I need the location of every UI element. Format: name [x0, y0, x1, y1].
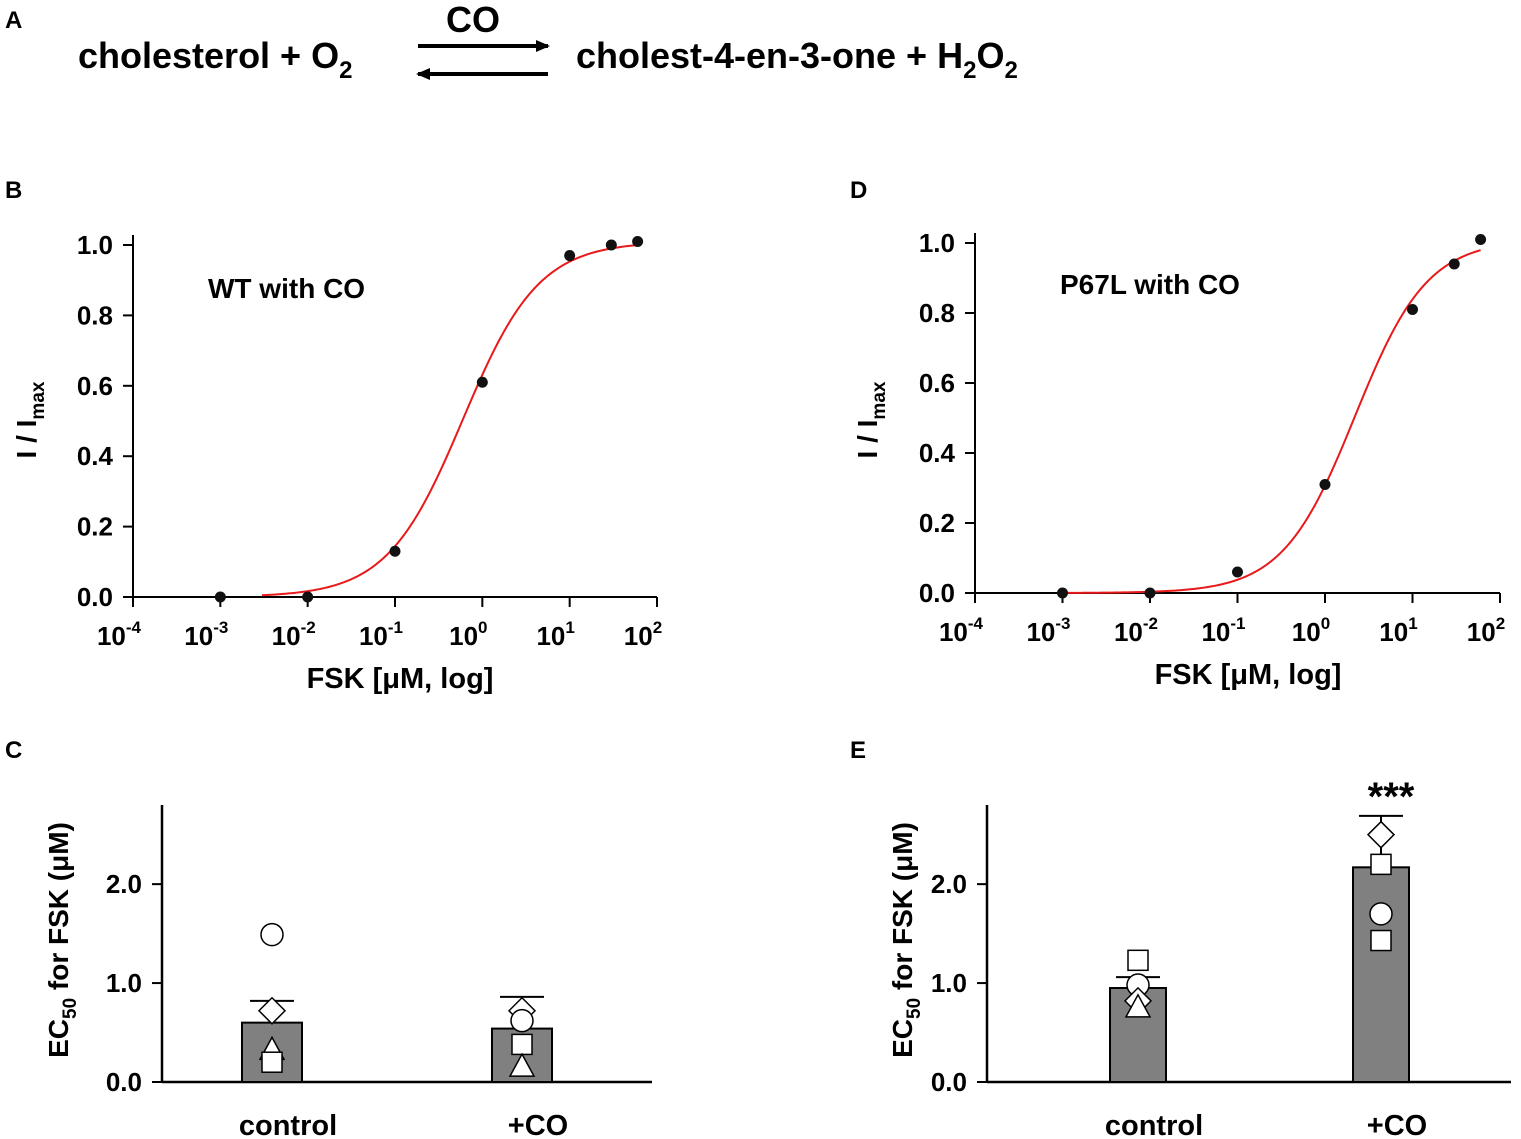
- panel-label-d: D: [850, 177, 867, 204]
- data-point: [1407, 304, 1418, 315]
- circle-marker: [260, 922, 284, 947]
- x-tick-label: 10-1: [1201, 614, 1245, 647]
- square-marker: [261, 1051, 283, 1073]
- chart-annotation: P67L with CO: [1060, 269, 1240, 300]
- y-tick-label: 0.4: [77, 441, 114, 471]
- reaction-equation: cholesterol + O2 CO cholest-4-en-3-one +…: [78, 0, 1018, 84]
- x-axis-label: FSK [μM, log]: [307, 663, 494, 695]
- data-point: [1448, 258, 1460, 270]
- y-tick-label: 2.0: [106, 869, 142, 899]
- square-marker: [1370, 853, 1392, 876]
- y-axis-label: I / Imax: [11, 381, 49, 458]
- x-tick-label: 102: [624, 618, 662, 651]
- ec50-bar-chart-p67l: EC50 for FSK (μM) 0.0 1.0 2.0 control +CO ***: [887, 775, 1511, 1139]
- x-tick-label: 10-2: [272, 618, 316, 651]
- significance-marker: ***: [1368, 775, 1415, 819]
- y-tick-label: 0.8: [77, 300, 113, 330]
- fit-curve: [261, 244, 638, 597]
- chart-annotation: WT with CO: [208, 273, 365, 304]
- data-point: [1144, 587, 1156, 599]
- y-tick-label: 0.0: [919, 578, 955, 608]
- y-tick-label: 1.0: [106, 968, 142, 998]
- y-tick-label: 0.2: [919, 508, 955, 538]
- triangle-marker: [1124, 993, 1152, 1018]
- ec50-bar-chart-wt: EC50 for FSK (μM) 0.0 1.0 2.0 control +CO: [43, 805, 652, 1139]
- circle-marker: [1369, 902, 1393, 926]
- y-tick-label: 0.2: [77, 512, 113, 542]
- square-marker: [511, 1033, 533, 1056]
- x-tick-label: 10-4: [939, 614, 984, 647]
- panel-label-c: C: [5, 737, 22, 764]
- category-label: control: [239, 1110, 337, 1139]
- y-tick-label: 0.0: [77, 582, 113, 612]
- y-axis-label: I / Imax: [852, 381, 890, 458]
- data-point: [214, 591, 226, 603]
- circle-marker: [510, 1008, 534, 1033]
- panel-label-e: E: [850, 737, 866, 764]
- category-label: +CO: [1367, 1110, 1427, 1139]
- x-axis-label: FSK [μM, log]: [1155, 659, 1342, 691]
- x-tick-label: 101: [1379, 614, 1417, 647]
- reaction-product: cholest-4-en-3-one + H2O2: [576, 35, 1018, 84]
- x-tick-label: 10-1: [359, 618, 403, 651]
- x-tick-label: 102: [1467, 614, 1505, 647]
- bar: [1352, 866, 1410, 1084]
- y-tick-label: 0.6: [919, 368, 955, 398]
- data-point: [302, 591, 314, 603]
- reaction-reactant: cholesterol + O2: [78, 35, 352, 84]
- data-point: [632, 235, 644, 247]
- y-tick-label: 1.0: [919, 228, 955, 258]
- x-tick-label: 10-2: [1114, 614, 1158, 647]
- data-point: [1319, 479, 1331, 490]
- data-point: [564, 250, 576, 262]
- dose-response-chart-wt: I / Imax FSK [μM, log] WT with CO 0.0 0.2…: [11, 230, 662, 695]
- square-marker: [1370, 929, 1392, 952]
- data-point: [605, 239, 617, 251]
- y-tick-label: 1.0: [931, 968, 967, 998]
- triangle-marker: [508, 1052, 536, 1077]
- diamond-marker: [1366, 820, 1396, 849]
- dose-response-chart-p67l: I / Imax FSK [μM, log] P67L with CO 0.0 0…: [852, 228, 1505, 691]
- y-tick-label: 0.4: [919, 438, 956, 468]
- y-tick-label: 0.0: [931, 1067, 967, 1097]
- square-marker: [1127, 949, 1149, 972]
- panel-label-b: B: [5, 177, 22, 204]
- x-tick-label: 101: [536, 618, 574, 651]
- y-axis-label: EC50 for FSK (μM): [43, 822, 81, 1058]
- y-tick-label: 0.8: [919, 298, 955, 328]
- data-point: [1475, 234, 1487, 245]
- y-tick-label: 1.0: [77, 230, 113, 260]
- diamond-marker: [257, 996, 287, 1025]
- reaction-catalyst: CO: [446, 0, 500, 40]
- category-label: control: [1105, 1110, 1203, 1139]
- x-tick-label: 100: [1292, 614, 1330, 647]
- y-tick-label: 0.6: [77, 371, 113, 401]
- data-point: [1232, 566, 1243, 578]
- data-point: [1057, 587, 1068, 599]
- data-point: [476, 376, 488, 388]
- x-tick-label: 10-4: [97, 618, 142, 651]
- category-label: +CO: [508, 1110, 568, 1139]
- data-point: [389, 545, 401, 557]
- x-tick-label: 10-3: [184, 618, 228, 651]
- x-tick-label: 100: [449, 618, 487, 651]
- y-tick-label: 2.0: [931, 869, 967, 899]
- y-tick-label: 0.0: [106, 1067, 142, 1097]
- fit-curve: [1062, 249, 1481, 594]
- y-axis-label: EC50 for FSK (μM): [887, 822, 925, 1058]
- panel-label-a: A: [5, 7, 22, 34]
- x-tick-label: 10-3: [1026, 614, 1070, 647]
